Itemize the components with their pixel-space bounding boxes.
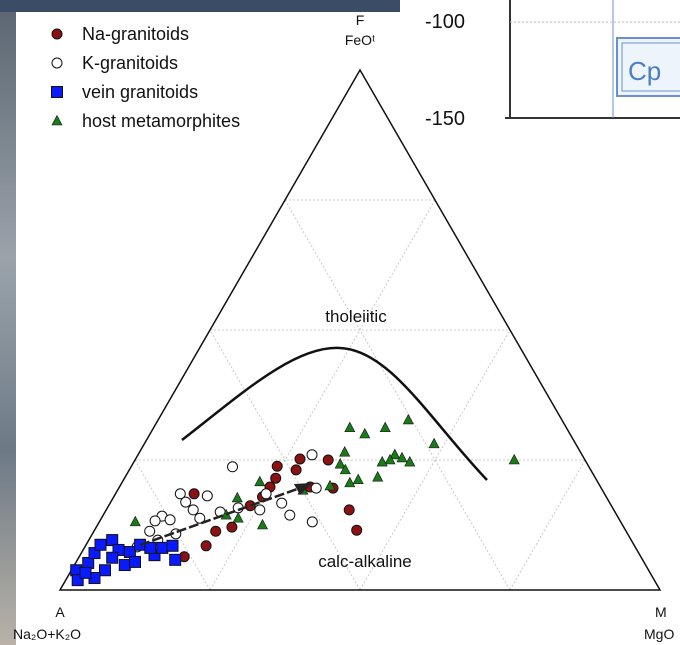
- overlay-button-label[interactable]: Cp: [628, 56, 661, 86]
- point: [130, 556, 141, 567]
- legend-label: host metamorphites: [82, 111, 240, 131]
- point: [119, 560, 130, 571]
- point: [307, 450, 317, 460]
- point: [202, 491, 212, 501]
- chart: -100 -150 Cp tholeiitic calc-alkaline F …: [0, 0, 680, 645]
- point: [145, 542, 156, 553]
- point: [165, 515, 175, 525]
- point: [271, 473, 281, 483]
- point: [124, 547, 135, 558]
- point: [307, 517, 317, 527]
- point: [107, 535, 118, 546]
- point: [189, 489, 199, 499]
- point: [311, 483, 321, 493]
- point: [285, 510, 295, 520]
- vertex-sublabel: MgO: [644, 626, 674, 642]
- point: [188, 505, 198, 515]
- point: [157, 542, 168, 553]
- point: [167, 540, 178, 551]
- point: [295, 454, 305, 464]
- point: [277, 498, 287, 508]
- legend-label: K-granitoids: [82, 53, 178, 73]
- overlay-label: -100: [425, 11, 465, 33]
- point: [261, 489, 271, 499]
- point: [100, 565, 111, 576]
- legend-marker: [52, 87, 63, 98]
- point: [255, 505, 265, 515]
- vertex-label: F: [356, 12, 365, 28]
- point: [95, 539, 106, 550]
- legend-marker: [52, 29, 62, 39]
- background-photo-top: [0, 0, 400, 12]
- point: [145, 526, 155, 536]
- point: [83, 557, 94, 568]
- annotation: calc-alkaline: [318, 552, 412, 571]
- annotation: tholeiitic: [325, 307, 387, 326]
- vertex-label: M: [655, 604, 667, 620]
- background-photo: [0, 0, 16, 645]
- legend-label: Na-granitoids: [82, 24, 189, 44]
- point: [107, 552, 118, 563]
- point: [227, 522, 237, 532]
- point: [150, 516, 160, 526]
- overlay-label: -150: [425, 108, 465, 130]
- point: [352, 525, 362, 535]
- point: [291, 465, 301, 475]
- vertex-sublabel: Na₂O+K₂O: [13, 626, 81, 642]
- point: [80, 567, 91, 578]
- legend-label: vein granitoids: [82, 82, 198, 102]
- point: [201, 541, 211, 551]
- point: [323, 455, 333, 465]
- vertex-label: A: [55, 604, 65, 620]
- point: [211, 526, 221, 536]
- point: [228, 462, 238, 472]
- vertex-sublabel: FeOᵗ: [345, 32, 375, 48]
- overlay-chart: -100 -150 Cp: [400, 0, 680, 130]
- point: [181, 497, 191, 507]
- point: [344, 505, 354, 515]
- point: [170, 554, 181, 565]
- legend-marker: [52, 58, 62, 68]
- point: [272, 461, 282, 471]
